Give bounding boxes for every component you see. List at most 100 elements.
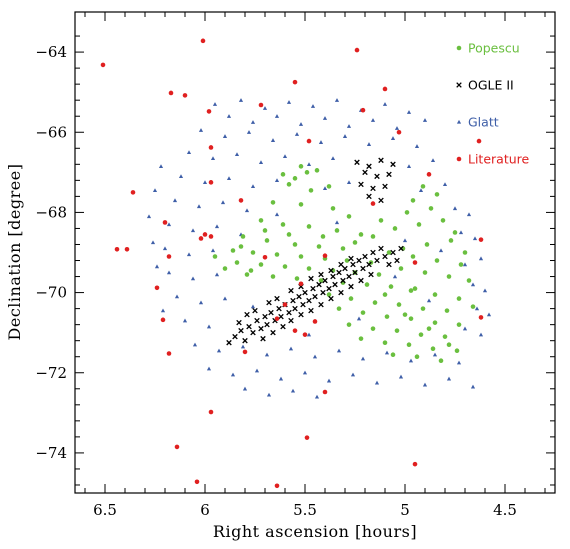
data-point: [446, 274, 452, 279]
data-point: [274, 252, 280, 257]
data-point: [194, 479, 200, 485]
data-point: [346, 322, 352, 327]
data-point: [274, 178, 280, 183]
data-point: [416, 222, 422, 227]
data-point: [246, 130, 252, 134]
data-point: [280, 323, 286, 330]
data-point: [412, 260, 418, 265]
data-point: [320, 289, 326, 296]
data-point: [358, 277, 364, 284]
plot-frame: [74, 11, 556, 494]
data-point: [420, 184, 426, 189]
x-axis-label: Right ascension [hours]: [213, 522, 417, 541]
data-point: [214, 224, 220, 229]
x-tick-label: 6.5: [93, 501, 117, 519]
data-point: [318, 278, 324, 283]
data-point: [174, 294, 180, 299]
data-point: [422, 270, 428, 275]
data-point: [478, 315, 484, 320]
data-point: [234, 260, 240, 265]
data-point: [162, 220, 168, 225]
y-tick-label: −70: [35, 284, 67, 302]
axis-ticks: 6.5 6 5.5 5 4.5 −64 −66 −68 −70 −72 −74: [35, 12, 555, 519]
x-tick-label: 5.5: [293, 501, 317, 519]
data-point: [298, 164, 304, 169]
data-point: [478, 256, 484, 261]
data-point: [314, 168, 320, 173]
data-point: [438, 358, 444, 364]
data-point: [308, 188, 314, 193]
data-point: [326, 378, 332, 383]
data-point: [308, 275, 314, 282]
data-point: [258, 262, 264, 267]
data-point: [406, 164, 412, 169]
data-point: [334, 220, 340, 225]
data-point: [412, 286, 418, 291]
data-point: [326, 285, 332, 292]
data-point: [386, 261, 392, 268]
data-point: [406, 110, 412, 114]
data-point: [322, 186, 328, 191]
data-point: [358, 181, 364, 188]
data-point: [198, 236, 204, 241]
data-point: [262, 106, 268, 110]
legend-label: Literature: [468, 152, 530, 167]
data-point: [466, 278, 472, 283]
data-point: [330, 156, 336, 160]
data-point: [208, 234, 214, 239]
data-point: [394, 257, 400, 264]
data-point: [356, 257, 362, 264]
data-point: [230, 372, 236, 377]
data-point: [354, 47, 360, 53]
data-point: [438, 248, 444, 253]
data-point: [288, 317, 294, 324]
data-point: [412, 461, 418, 467]
data-point: [344, 258, 350, 263]
data-point: [282, 264, 288, 269]
data-point: [146, 214, 152, 219]
data-point: [366, 261, 372, 268]
data-point: [236, 319, 242, 326]
data-point: [322, 277, 328, 284]
data-point: [226, 339, 232, 346]
data-point: [252, 307, 258, 314]
data-point: [298, 122, 304, 126]
data-point: [266, 392, 272, 397]
data-point: [292, 176, 298, 181]
data-point: [160, 308, 166, 313]
data-point: [322, 116, 328, 120]
data-point: [340, 246, 346, 251]
data-point: [250, 329, 256, 336]
data-point: [208, 409, 214, 415]
data-point: [244, 311, 250, 318]
data-point: [320, 234, 326, 239]
data-point: [222, 266, 228, 271]
data-point: [406, 342, 412, 347]
data-point: [232, 333, 238, 340]
data-point: [360, 356, 366, 361]
data-point: [288, 287, 294, 294]
data-point: [244, 208, 250, 213]
y-axis-label: Declination [degree]: [5, 164, 24, 341]
data-point: [240, 234, 246, 239]
data-point: [266, 299, 272, 306]
data-point: [250, 120, 256, 124]
data-point: [328, 267, 334, 274]
data-point: [314, 394, 320, 399]
data-point: [374, 380, 380, 385]
data-point: [390, 161, 396, 168]
legend-marker: [456, 82, 462, 88]
data-point: [414, 354, 420, 360]
data-point: [434, 192, 440, 197]
data-point: [462, 250, 468, 255]
x-tick-label: 4.5: [493, 501, 517, 519]
data-point: [308, 307, 314, 314]
data-point: [426, 326, 432, 331]
y-tick-label: −68: [35, 203, 67, 221]
data-point: [190, 276, 196, 281]
data-point: [150, 240, 156, 245]
data-point: [246, 323, 252, 330]
data-point: [258, 218, 264, 223]
y-tick-label: −64: [35, 43, 67, 61]
data-point: [398, 266, 404, 271]
